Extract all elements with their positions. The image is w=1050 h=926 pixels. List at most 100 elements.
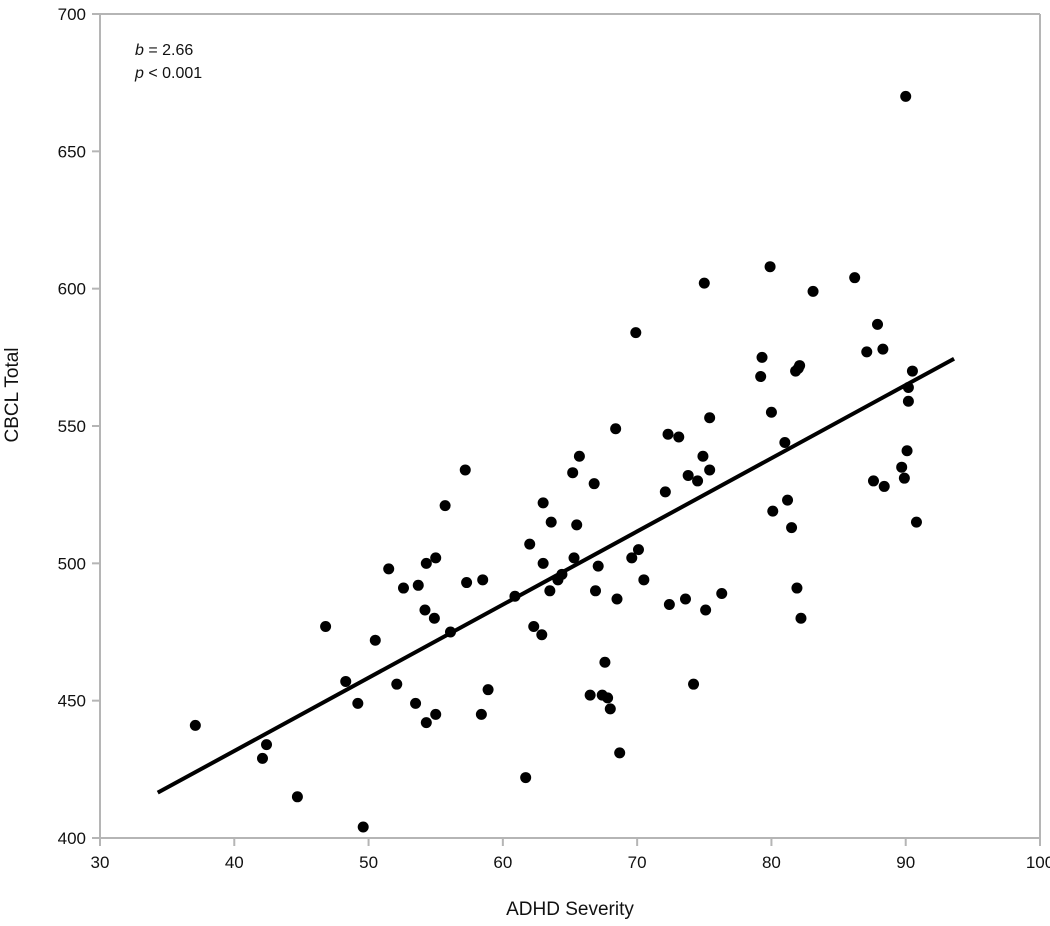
data-point: [794, 360, 806, 372]
data-point: [698, 277, 710, 289]
data-point: [867, 475, 879, 487]
data-point: [704, 464, 716, 476]
data-point: [524, 538, 536, 550]
data-point: [663, 599, 675, 611]
data-point: [536, 629, 548, 641]
p-value-annotation: p < 0.001: [134, 65, 202, 82]
data-point: [391, 678, 403, 690]
data-points: [189, 90, 922, 833]
data-point: [807, 285, 819, 297]
data-point: [900, 90, 912, 102]
data-point: [459, 464, 471, 476]
data-point: [673, 431, 685, 443]
data-point: [779, 436, 791, 448]
data-point: [592, 560, 604, 572]
data-point: [537, 557, 549, 569]
data-point: [420, 557, 432, 569]
data-point: [910, 516, 922, 528]
data-point: [662, 428, 674, 440]
data-point: [461, 577, 473, 589]
y-axis-label: CBCL Total: [2, 347, 23, 442]
data-point: [573, 450, 585, 462]
tick-labels: 30 40 50 60 70 80 90 100 400 450 500 550 600 650 700: [58, 5, 1050, 872]
data-point: [537, 497, 549, 509]
data-point: [412, 579, 424, 591]
x-tick-label: 50: [359, 853, 378, 872]
data-point: [556, 568, 568, 580]
data-point: [632, 544, 644, 556]
data-point: [716, 588, 728, 600]
data-point: [697, 450, 709, 462]
data-point: [782, 494, 794, 506]
data-point: [902, 382, 914, 394]
data-point: [599, 656, 611, 668]
data-point: [444, 626, 456, 638]
data-point: [482, 684, 494, 696]
data-point: [901, 445, 913, 457]
data-point: [528, 621, 540, 633]
data-point: [604, 703, 616, 715]
data-point: [509, 590, 521, 602]
coefficient-annotation: b = 2.66: [135, 42, 193, 59]
data-point: [352, 697, 364, 709]
data-point: [861, 346, 873, 358]
data-point: [369, 634, 381, 646]
data-point: [878, 480, 890, 492]
data-point: [397, 582, 409, 594]
p-value-value: < 0.001: [144, 65, 202, 82]
data-point: [410, 697, 422, 709]
data-point: [320, 621, 332, 633]
data-point: [764, 261, 776, 273]
data-point: [626, 552, 638, 564]
p-value-symbol: p: [134, 65, 144, 82]
y-tick-label: 500: [58, 554, 86, 573]
data-point: [475, 708, 487, 720]
data-point: [872, 318, 884, 330]
y-tick-label: 550: [58, 417, 86, 436]
y-tick-label: 700: [58, 5, 86, 24]
data-point: [704, 412, 716, 424]
data-point: [767, 505, 779, 517]
x-tick-label: 60: [493, 853, 512, 872]
data-point: [765, 406, 777, 418]
y-tick-label: 400: [58, 829, 86, 848]
data-point: [590, 585, 602, 597]
data-point: [571, 519, 583, 531]
data-point: [568, 552, 580, 564]
data-point: [688, 678, 700, 690]
data-point: [638, 574, 650, 586]
data-point: [430, 708, 442, 720]
data-point: [898, 472, 910, 484]
x-tick-label: 40: [225, 853, 244, 872]
data-point: [877, 343, 889, 355]
coefficient-value: = 2.66: [144, 42, 193, 59]
y-tick-label: 450: [58, 692, 86, 711]
data-point: [357, 821, 369, 833]
data-point: [602, 692, 614, 704]
data-point: [610, 423, 622, 435]
x-tick-label: 30: [91, 853, 110, 872]
y-tick-label: 650: [58, 142, 86, 161]
data-point: [692, 475, 704, 487]
x-tick-label: 80: [762, 853, 781, 872]
data-point: [906, 365, 918, 377]
data-point: [428, 612, 440, 624]
x-axis-label: ADHD Severity: [506, 899, 634, 920]
data-point: [849, 272, 861, 284]
x-tick-label: 100: [1026, 853, 1050, 872]
data-point: [261, 739, 273, 751]
data-point: [611, 593, 623, 605]
data-point: [896, 461, 908, 473]
data-point: [439, 500, 451, 512]
data-point: [544, 585, 556, 597]
data-point: [791, 582, 803, 594]
data-point: [679, 593, 691, 605]
x-tick-label: 70: [628, 853, 647, 872]
data-point: [584, 689, 596, 701]
data-point: [189, 719, 201, 731]
data-point: [340, 675, 352, 687]
data-point: [291, 791, 303, 803]
data-point: [755, 371, 767, 383]
y-tick-label: 600: [58, 280, 86, 299]
